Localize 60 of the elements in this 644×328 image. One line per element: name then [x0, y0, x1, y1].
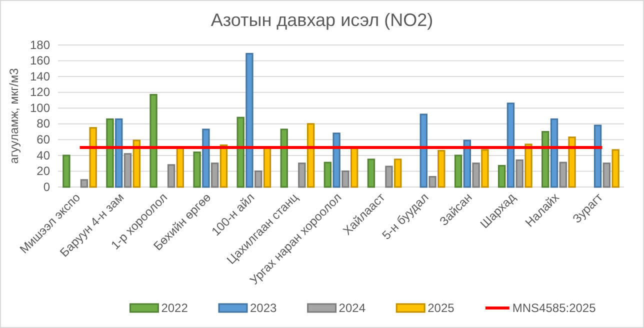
- bar: [298, 162, 306, 188]
- bar: [524, 144, 532, 188]
- bar: [342, 170, 350, 188]
- bar: [220, 144, 228, 188]
- bar: [132, 140, 140, 188]
- bar: [306, 123, 315, 188]
- bar: [463, 140, 472, 188]
- bar: [516, 159, 524, 188]
- y-tick-label: 40: [36, 148, 50, 162]
- y-axis-title: агууламж, мкг/м3: [7, 68, 21, 164]
- bar: [62, 154, 70, 188]
- bar: [124, 153, 132, 188]
- bar: [568, 136, 576, 188]
- y-tick-label: 20: [36, 164, 50, 178]
- bar: [367, 158, 376, 188]
- bar: [236, 116, 244, 188]
- bar: [559, 162, 567, 188]
- y-tick-label: 120: [30, 85, 50, 100]
- bar: [385, 166, 393, 188]
- y-tick-label: 60: [36, 132, 50, 147]
- bar: [420, 114, 428, 188]
- bar: [202, 128, 210, 188]
- bar: [594, 124, 602, 188]
- bar: [394, 158, 402, 188]
- bar: [80, 179, 88, 188]
- bar: [106, 118, 114, 188]
- y-tick-label: 80: [36, 116, 50, 131]
- bar: [254, 170, 262, 188]
- bar: [332, 132, 340, 188]
- bar: [481, 149, 489, 188]
- chart-title: Азотын давхар исэл (NO2): [210, 10, 434, 30]
- bar: [454, 154, 462, 188]
- legend-label: 2023: [250, 301, 278, 315]
- legend-label: MNS4585:2025: [512, 301, 596, 315]
- bar: [542, 131, 550, 188]
- bar: [602, 162, 611, 188]
- bar: [612, 149, 620, 188]
- bar: [210, 162, 219, 188]
- bar: [472, 162, 480, 188]
- bar: [324, 162, 332, 188]
- bar: [167, 164, 176, 188]
- bar: [498, 164, 506, 188]
- y-tick-label: 140: [30, 69, 50, 84]
- bar: [438, 150, 446, 188]
- bar: [280, 128, 288, 188]
- bar: [115, 118, 123, 188]
- legend-label: 2022: [161, 301, 188, 315]
- bar: [550, 118, 558, 188]
- bar: [150, 94, 158, 188]
- legend-label: 2025: [428, 301, 455, 315]
- y-tick-label: 160: [30, 54, 50, 68]
- bar: [193, 152, 201, 188]
- bar: [428, 176, 436, 188]
- y-tick-label: 180: [30, 38, 50, 52]
- y-tick-label: 0: [43, 180, 50, 194]
- bar: [89, 127, 97, 188]
- y-tick-label: 100: [30, 100, 50, 115]
- bar: [246, 52, 254, 188]
- bar: [506, 102, 515, 188]
- legend-label: 2024: [338, 301, 366, 315]
